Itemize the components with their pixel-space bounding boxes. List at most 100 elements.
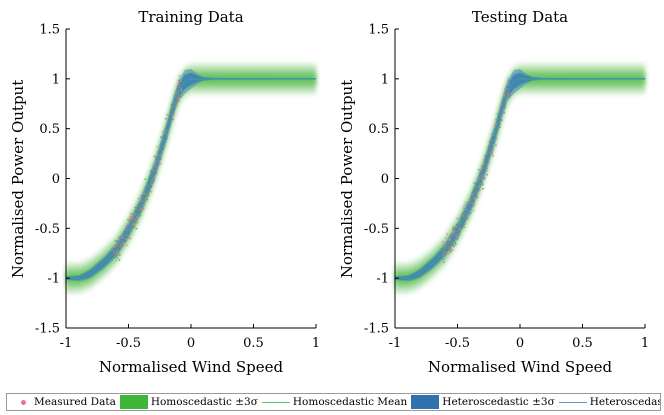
measured-data-point bbox=[487, 159, 490, 162]
measured-data-point bbox=[508, 82, 510, 85]
y-tick-label: -1.5 bbox=[35, 322, 60, 337]
measured-data-point bbox=[481, 165, 484, 168]
measured-data-point bbox=[443, 253, 446, 256]
legend-label-measured-data: Measured Data bbox=[34, 396, 116, 408]
measured-data-point bbox=[178, 86, 181, 89]
measured-data-point bbox=[152, 181, 155, 184]
measured-data-point bbox=[180, 90, 183, 92]
measured-data-point bbox=[504, 106, 506, 109]
measured-data-point bbox=[113, 249, 115, 252]
measured-data-point bbox=[484, 155, 487, 158]
measured-data-point bbox=[473, 187, 476, 190]
legend-item-heteroscedastic-band: Heteroscedastic ±3σ bbox=[411, 395, 555, 409]
measured-data-point bbox=[495, 144, 497, 147]
measured-data-point bbox=[442, 248, 445, 251]
measured-data-point bbox=[461, 227, 464, 230]
measured-data-point bbox=[454, 237, 457, 240]
measured-data-point bbox=[453, 230, 455, 233]
legend-item-homoscedastic-mean: Homoscedastic Mean bbox=[261, 396, 407, 408]
homoscedastic-band-swatch bbox=[119, 395, 148, 409]
x-tick-label: -0.5 bbox=[445, 336, 470, 351]
measured-data-point bbox=[133, 222, 136, 225]
x-tick-label: -0.5 bbox=[116, 336, 141, 351]
measured-data-point bbox=[441, 244, 444, 247]
measured-data-point bbox=[126, 223, 129, 226]
measured-data-point bbox=[148, 176, 151, 179]
measured-data-point bbox=[156, 146, 159, 148]
y-tick-label: -1 bbox=[47, 272, 60, 287]
measured-data-point bbox=[165, 138, 168, 140]
measured-data-point bbox=[162, 147, 165, 150]
measured-data-point bbox=[170, 103, 173, 106]
measured-data-point bbox=[137, 213, 140, 216]
measured-data-point bbox=[452, 228, 455, 231]
measured-data-point bbox=[115, 259, 118, 262]
measured-data-point bbox=[455, 234, 457, 237]
measured-data-point bbox=[171, 116, 174, 118]
measured-data-point bbox=[464, 201, 467, 204]
measured-data-point bbox=[471, 191, 474, 193]
measured-data-point bbox=[125, 227, 128, 229]
measured-data-point bbox=[454, 226, 457, 229]
legend-item-homoscedastic-band: Homoscedastic ±3σ bbox=[119, 395, 258, 409]
measured-data-point bbox=[139, 214, 142, 217]
measured-data-point bbox=[503, 111, 506, 114]
measured-data-point bbox=[114, 240, 117, 243]
measured-data-point bbox=[491, 153, 493, 156]
y-tick-label: 1 bbox=[52, 72, 60, 87]
measured-data-point bbox=[153, 155, 156, 158]
measured-data-point bbox=[163, 144, 166, 147]
measured-data-point bbox=[473, 182, 476, 184]
measured-data-point bbox=[173, 95, 175, 97]
measured-data-point bbox=[474, 197, 476, 199]
measured-data-point bbox=[442, 241, 444, 243]
measured-data-point bbox=[168, 113, 171, 116]
measured-data-point bbox=[445, 252, 448, 255]
heteroscedastic-mean-swatch bbox=[558, 401, 587, 403]
measured-data-point bbox=[133, 213, 136, 216]
measured-data-point bbox=[483, 177, 486, 180]
measured-data-point bbox=[159, 162, 162, 165]
measured-data-point bbox=[462, 225, 464, 228]
measured-data-point bbox=[134, 209, 136, 212]
measured-data-point bbox=[116, 239, 118, 242]
measured-data-point bbox=[153, 179, 156, 182]
measured-data-point bbox=[174, 106, 177, 108]
measured-data-point bbox=[177, 83, 180, 86]
measured-data-point bbox=[490, 133, 493, 136]
measured-data-point bbox=[178, 75, 181, 77]
measured-data-point bbox=[158, 158, 161, 161]
measured-data-point bbox=[175, 101, 178, 104]
measured-data-point bbox=[494, 118, 497, 121]
measured-data-point bbox=[507, 80, 510, 82]
y-tick-label: 0.5 bbox=[368, 122, 389, 137]
measured-data-point bbox=[454, 229, 457, 232]
measured-data-point bbox=[150, 183, 153, 186]
measured-data-point bbox=[476, 195, 478, 198]
measured-data-point bbox=[172, 118, 174, 121]
measured-data-point bbox=[152, 180, 154, 182]
measured-data-point bbox=[141, 204, 144, 207]
measured-data-point bbox=[449, 250, 452, 253]
measured-data-point bbox=[491, 152, 494, 154]
measured-data-point bbox=[482, 162, 485, 165]
x-tick-label: -1 bbox=[60, 336, 73, 351]
heteroscedastic-mean-line bbox=[66, 78, 316, 279]
measured-data-point bbox=[118, 259, 121, 261]
measured-data-point bbox=[442, 261, 445, 264]
measured-data-point bbox=[176, 104, 178, 107]
measured-data-point bbox=[492, 130, 495, 133]
measured-data-point bbox=[466, 217, 469, 220]
measured-data-point bbox=[504, 100, 507, 103]
measured-data-point bbox=[130, 219, 133, 222]
measured-data-point bbox=[449, 243, 452, 246]
measured-data-point bbox=[130, 216, 133, 219]
measured-data-point bbox=[457, 236, 459, 239]
measured-data-point bbox=[451, 249, 454, 252]
measured-data-point bbox=[503, 93, 506, 96]
measured-data-point bbox=[128, 220, 131, 223]
measured-data-point bbox=[481, 182, 484, 185]
measured-data-point bbox=[464, 222, 467, 225]
measured-data-point bbox=[488, 141, 491, 144]
legend-label-heteroscedastic-band: Heteroscedastic ±3σ bbox=[442, 396, 555, 408]
